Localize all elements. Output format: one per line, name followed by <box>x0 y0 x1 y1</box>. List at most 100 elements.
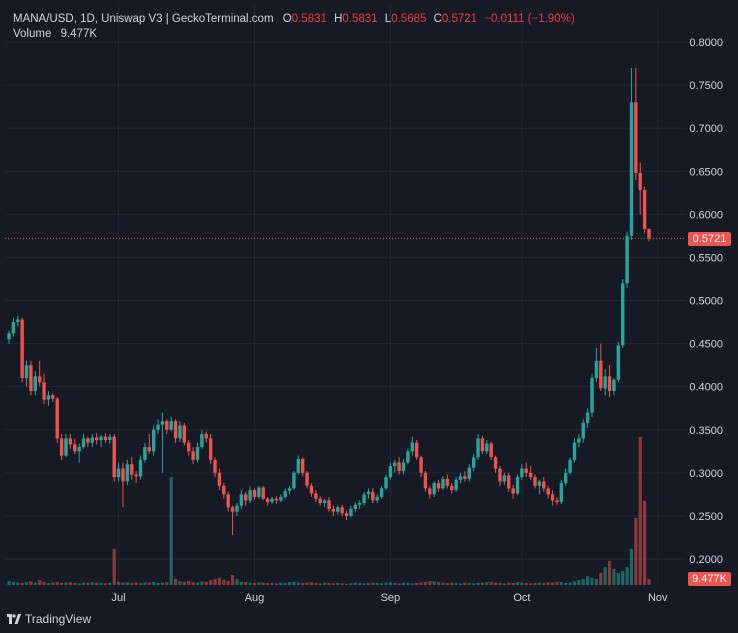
x-tick-label: Jul <box>112 592 126 604</box>
volume-bar <box>279 582 283 585</box>
volume-bar <box>86 583 90 585</box>
candle-body <box>138 459 143 477</box>
volume-bar <box>458 583 463 585</box>
candle-body <box>257 487 261 497</box>
candle-body <box>305 472 309 486</box>
candle-body <box>33 376 38 391</box>
volume-bar <box>323 582 327 585</box>
candle-body <box>410 442 414 452</box>
candle-body <box>463 476 467 479</box>
volume-bar <box>340 583 344 585</box>
y-axis-labels: 0.8000 0.7500 0.7000 0.6500 0.6000 0.5500 0.50… <box>689 37 723 566</box>
volume-bar <box>647 579 651 585</box>
candle-body <box>314 493 318 499</box>
candle-body <box>108 436 112 441</box>
candle-body <box>226 494 230 508</box>
candle-body <box>130 464 134 475</box>
candle-body <box>393 462 397 466</box>
candle-body <box>204 434 208 439</box>
tradingview-brand: TradingView <box>25 612 92 626</box>
candle-body <box>511 488 515 494</box>
candle-body <box>349 509 353 516</box>
tradingview-logo[interactable]: TradingView <box>7 612 91 626</box>
volume-bar <box>515 582 520 585</box>
volume-bar <box>165 582 169 585</box>
candle-body <box>59 438 64 456</box>
candle-body <box>195 446 200 460</box>
volume-bar <box>230 575 235 585</box>
candle-body <box>200 434 204 447</box>
candle-body <box>173 421 178 439</box>
candle-body <box>436 483 441 489</box>
candle-body <box>406 451 410 463</box>
volume-bar <box>81 582 86 585</box>
volume-bars <box>7 437 651 585</box>
candle-body <box>603 376 607 389</box>
volume-bar <box>248 582 252 585</box>
high-value: 0.5831 <box>342 13 378 25</box>
candle-body <box>625 235 629 284</box>
candle-body <box>467 467 471 479</box>
volume-bar <box>138 583 143 585</box>
volume-bar <box>362 583 366 585</box>
volume-bar <box>108 583 112 585</box>
volume-bar <box>125 582 129 585</box>
tradingview-logo-icon <box>7 614 21 624</box>
candle-body <box>208 438 213 460</box>
candle-body <box>125 464 130 482</box>
y-tick-label: 0.3000 <box>689 468 723 480</box>
volume-bar <box>410 583 414 585</box>
y-tick-label: 0.7500 <box>689 80 723 92</box>
candle-body <box>480 438 485 452</box>
candle-body <box>86 438 90 443</box>
volume-bar <box>331 583 335 585</box>
candle-body <box>270 498 274 503</box>
candle-body <box>616 345 621 380</box>
volume-bar <box>64 582 68 585</box>
volume-bar <box>301 583 305 585</box>
y-tick-label: 0.6000 <box>689 209 723 221</box>
volume-bar <box>371 582 375 585</box>
candle-body <box>42 382 46 400</box>
volume-bar <box>353 582 357 585</box>
candle-body <box>379 488 384 497</box>
volume-bar <box>73 583 77 585</box>
volume-bar <box>213 579 217 585</box>
candle-body <box>191 451 195 460</box>
volume-bar <box>599 573 603 585</box>
candle-body <box>222 485 226 495</box>
candle-body <box>252 490 257 497</box>
candle-body <box>151 429 156 452</box>
candle-body <box>274 498 279 501</box>
candle-body <box>77 446 81 452</box>
candle-body <box>29 365 33 391</box>
volume-bar <box>616 573 620 585</box>
candle-body <box>230 507 235 512</box>
volume-bar <box>38 580 42 585</box>
volume-bar <box>344 583 349 585</box>
candle-body <box>647 228 651 239</box>
candle-body <box>428 488 432 495</box>
candle-body <box>94 437 99 441</box>
volume-bar <box>577 580 581 585</box>
candle-body <box>353 504 358 510</box>
volume-bar <box>524 583 528 585</box>
volume-bar <box>60 583 64 585</box>
volume-bar <box>116 581 121 585</box>
candle-body <box>577 438 581 443</box>
candle-body <box>187 442 191 452</box>
volume-bar <box>182 581 186 585</box>
volume-bar <box>226 581 230 585</box>
ohlc-legend: MANA/USD, 1D, Uniswap V3 | GeckoTerminal… <box>13 13 575 25</box>
candle-body <box>537 481 542 486</box>
volume-bar <box>187 581 191 585</box>
candle-body <box>498 468 502 482</box>
candle-body <box>450 485 454 491</box>
volume-bar <box>480 582 485 585</box>
volume-bar <box>42 581 46 585</box>
candle-body <box>344 513 349 516</box>
volume-bar <box>261 582 265 585</box>
volume-bar <box>103 583 108 585</box>
candle-body <box>568 459 572 473</box>
